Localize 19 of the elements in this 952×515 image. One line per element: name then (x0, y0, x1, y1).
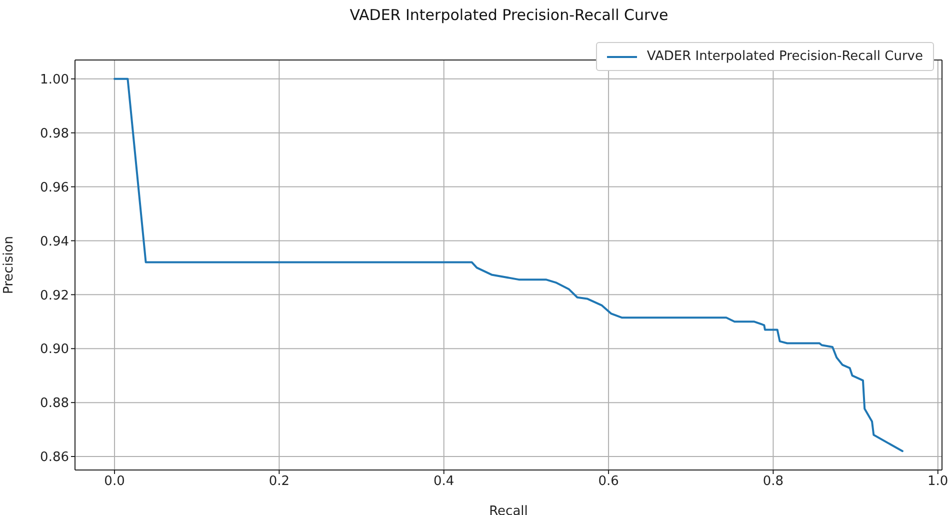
x-tick-label: 0.2 (268, 474, 290, 490)
y-tick-label: 0.90 (40, 342, 69, 358)
y-tick-label: 0.96 (40, 180, 69, 196)
x-tick-label: 0.8 (762, 474, 784, 490)
y-tick-label: 0.88 (40, 396, 69, 412)
x-tick-label: 1.0 (928, 474, 948, 490)
y-tick-label: 0.86 (40, 450, 69, 466)
y-tick-label: 0.92 (40, 288, 69, 304)
chart-title: VADER Interpolated Precision-Recall Curve (348, 6, 670, 24)
legend-label: VADER Interpolated Precision-Recall Curve (646, 49, 923, 64)
y-tick-label: 0.94 (40, 234, 69, 250)
y-tick-label: 1.00 (40, 72, 69, 88)
x-tick-label: 0.0 (104, 474, 125, 490)
x-axis-title: Recall (489, 504, 528, 515)
x-tick-label: 0.4 (434, 474, 454, 490)
y-tick-label: 0.98 (40, 126, 69, 142)
line-series (114, 78, 904, 452)
x-tick-label: 0.6 (598, 474, 619, 490)
y-axis-title: Precision (2, 236, 17, 294)
